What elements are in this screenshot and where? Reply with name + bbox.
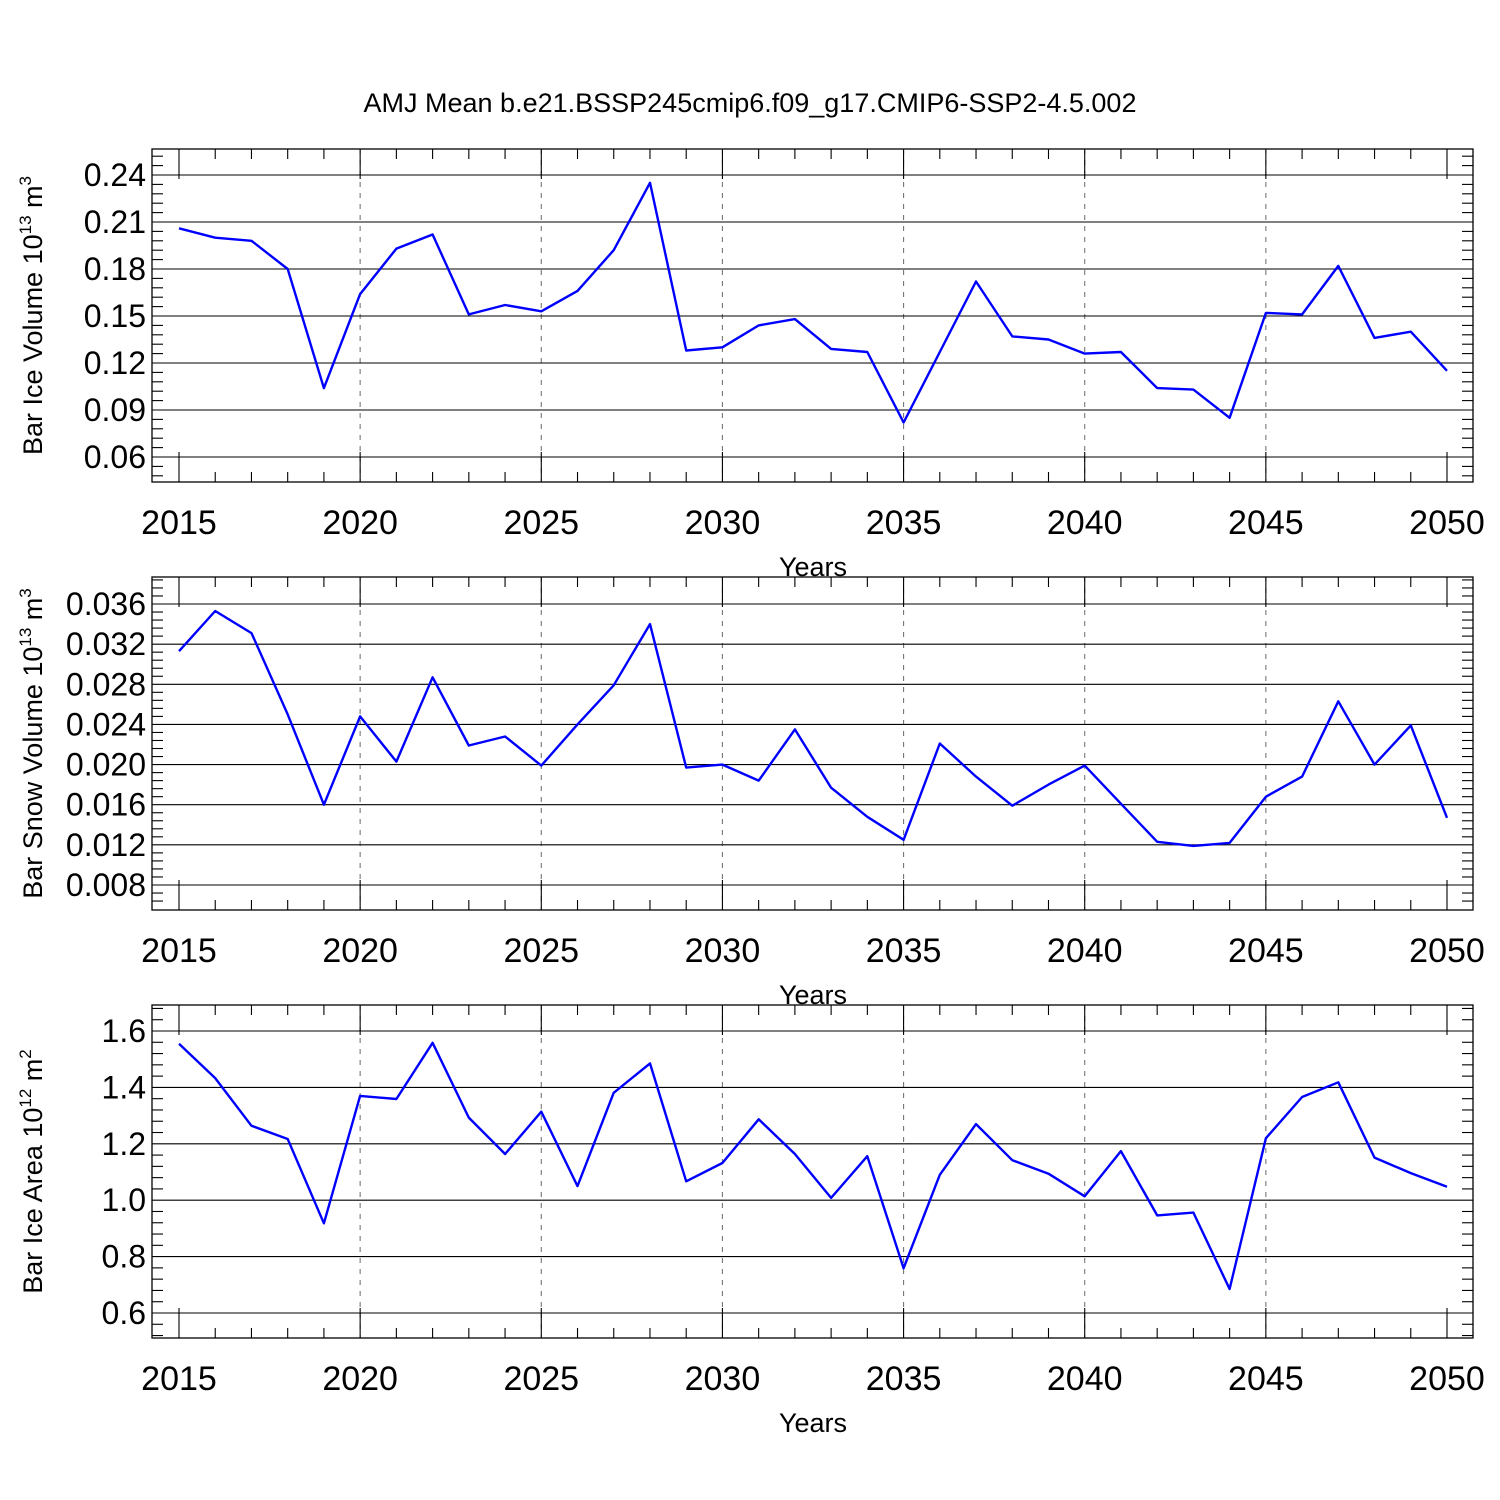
y-tick-label: 0.18 xyxy=(84,251,146,287)
y-tick-label: 0.016 xyxy=(66,787,146,823)
y-tick-label: 0.15 xyxy=(84,298,146,334)
x-tick-label: 2025 xyxy=(503,932,579,970)
x-tick-label: 2045 xyxy=(1228,1360,1304,1398)
x-tick-label: 2015 xyxy=(141,504,217,542)
x-tick-label: 2030 xyxy=(685,1360,761,1398)
y-tick-label: 1.2 xyxy=(102,1126,146,1162)
y-tick-label: 0.008 xyxy=(66,867,146,903)
x-tick-label: 2050 xyxy=(1409,504,1485,542)
x-tick-label: 2040 xyxy=(1047,504,1123,542)
y-axis-label: Bar Snow Volume 1013 m3 xyxy=(16,588,48,899)
panel-3: 0.6 0.8 1.0 1.2 1.4 1.6 2015 2020 2025 2030 2035 20… xyxy=(16,1004,1485,1438)
y-tick-label: 0.012 xyxy=(66,827,146,863)
x-tick-label: 2030 xyxy=(685,932,761,970)
y-tick-label: 0.21 xyxy=(84,204,146,240)
panel-2: 0.008 0.012 0.016 0.020 0.024 0.028 0.032 0.036… xyxy=(16,576,1485,1010)
y-tick-label: 1.6 xyxy=(102,1013,146,1049)
x-tick-label: 2040 xyxy=(1047,932,1123,970)
x-tick-label: 2020 xyxy=(322,1360,398,1398)
y-tick-label: 0.6 xyxy=(102,1295,146,1331)
series-line xyxy=(178,1041,1448,1291)
x-tick-label: 2050 xyxy=(1409,932,1485,970)
x-tick-label: 2020 xyxy=(322,932,398,970)
y-tick-label: 0.06 xyxy=(84,439,146,475)
x-tick-label: 2035 xyxy=(866,932,942,970)
x-tick-label: 2035 xyxy=(866,504,942,542)
x-tick-label: 2025 xyxy=(503,504,579,542)
x-tick-label: 2045 xyxy=(1228,504,1304,542)
series-line xyxy=(178,181,1448,424)
y-tick-label: 0.8 xyxy=(102,1239,146,1275)
y-axis-label: Bar Ice Area 1012 m2 xyxy=(16,1049,48,1294)
y-tick-label: 0.12 xyxy=(84,345,146,381)
x-tick-label: 2015 xyxy=(141,932,217,970)
x-tick-label: 2020 xyxy=(322,504,398,542)
plot-frame xyxy=(151,1004,1474,1339)
x-axis-label: Years xyxy=(779,1408,847,1438)
y-tick-label: 1.4 xyxy=(102,1069,146,1105)
plot-frame xyxy=(151,576,1474,911)
y-tick-label: 0.036 xyxy=(66,586,146,622)
x-tick-label: 2015 xyxy=(141,1360,217,1398)
y-tick-label: 0.028 xyxy=(66,666,146,702)
x-tick-label: 2025 xyxy=(503,1360,579,1398)
y-tick-label: 0.032 xyxy=(66,626,146,662)
y-tick-label: 0.020 xyxy=(66,747,146,783)
y-tick-label: 0.024 xyxy=(66,706,146,742)
x-tick-label: 2045 xyxy=(1228,932,1304,970)
panel-1: 0.06 0.09 0.12 0.15 0.18 0.21 0.24 2015 2020 2025… xyxy=(16,148,1485,582)
x-tick-label: 2040 xyxy=(1047,1360,1123,1398)
chart-title: AMJ Mean b.e21.BSSP245cmip6.f09_g17.CMIP… xyxy=(364,88,1137,118)
y-tick-label: 0.24 xyxy=(84,157,146,193)
x-tick-label: 2035 xyxy=(866,1360,942,1398)
x-tick-label: 2050 xyxy=(1409,1360,1485,1398)
y-axis-label: Bar Ice Volume 1013 m3 xyxy=(16,176,48,455)
y-tick-label: 1.0 xyxy=(102,1182,146,1218)
y-tick-label: 0.09 xyxy=(84,392,146,428)
x-tick-label: 2030 xyxy=(685,504,761,542)
panels: 0.06 0.09 0.12 0.15 0.18 0.21 0.24 2015 2020 2025… xyxy=(16,148,1485,1438)
series-line xyxy=(178,609,1449,848)
